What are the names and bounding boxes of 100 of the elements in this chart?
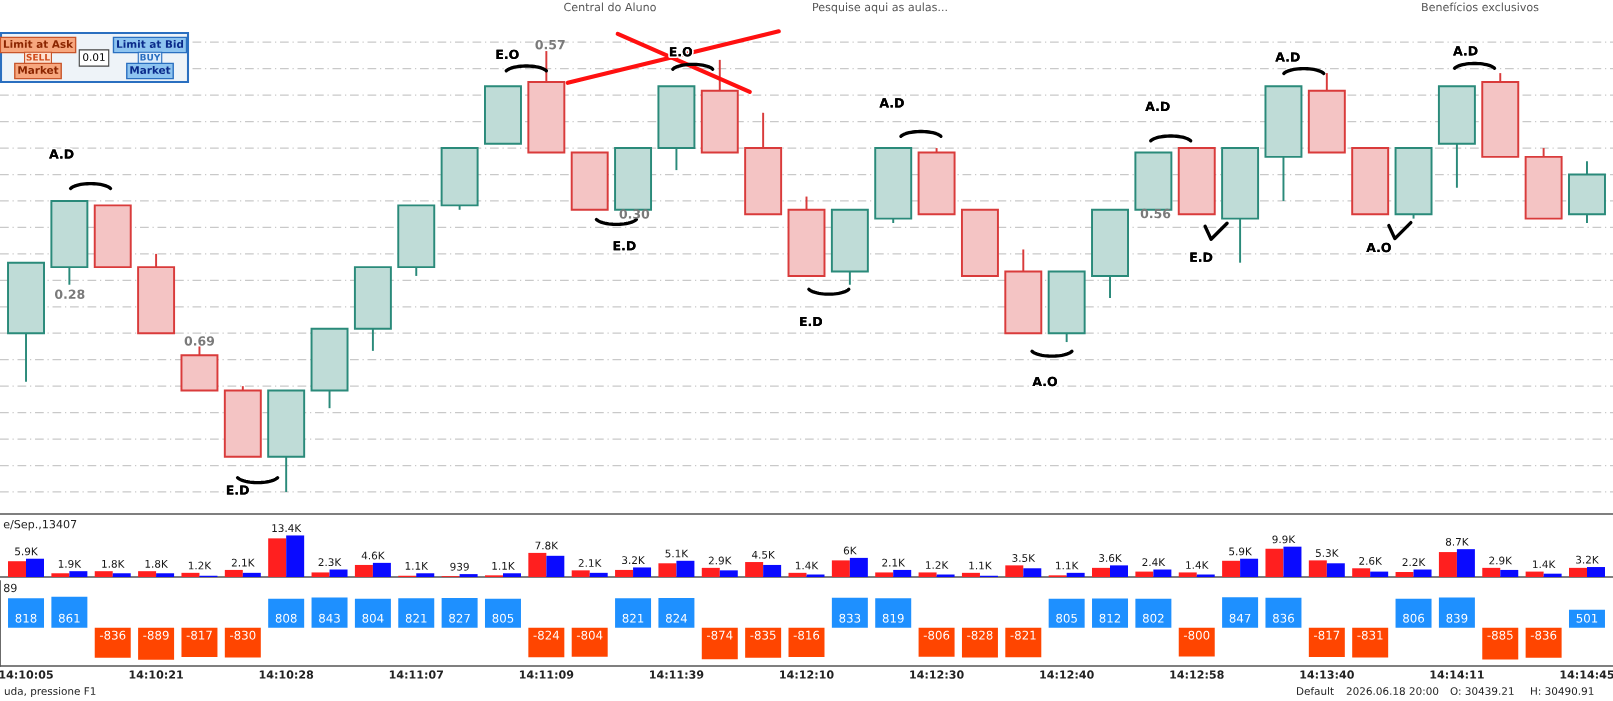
bar <box>961 572 980 577</box>
annotation: Market <box>130 65 171 75</box>
bar <box>69 571 88 577</box>
annotation: A.O <box>1032 376 1057 387</box>
annotation: 0.01 <box>83 53 105 62</box>
bar <box>26 558 45 577</box>
bar <box>1110 565 1129 577</box>
bar <box>893 569 912 577</box>
bar <box>94 627 131 658</box>
annotation: 0.56 <box>1140 208 1171 219</box>
bar <box>354 598 391 628</box>
bar <box>1283 546 1302 577</box>
bar <box>1048 598 1085 628</box>
text: Benefícios exclusivos <box>1422 2 1539 12</box>
annotation: Market <box>18 65 59 75</box>
x-tick-label: 14:12:10 <box>780 670 834 679</box>
bar <box>1265 548 1284 577</box>
x-tick-label: 14:11:09 <box>519 670 574 679</box>
data-label: -836 <box>1530 630 1557 640</box>
annotation: 2.3K <box>318 558 342 567</box>
bar <box>224 627 261 658</box>
bar <box>1438 597 1475 628</box>
bar <box>1482 627 1519 660</box>
annotation: 1.4K <box>1533 560 1556 569</box>
chart-title: e/Sep.,13407 <box>3 519 77 531</box>
bar <box>1326 563 1345 577</box>
annotation: 2.9K <box>708 556 732 565</box>
text: Default <box>1297 686 1334 696</box>
bar <box>701 567 720 577</box>
data-label: 861 <box>58 613 80 623</box>
text: Limit at Ask <box>3 39 74 49</box>
x-tick-label: 14:10:05 <box>0 670 53 679</box>
annotation: A.D <box>1453 46 1478 56</box>
text: uda, pressione F1 <box>4 686 96 698</box>
bar <box>156 573 175 577</box>
annotation: E.D <box>613 241 636 251</box>
annotation: 5.1K <box>665 549 689 558</box>
annotation: E.D <box>1190 252 1213 262</box>
annotation: 939 <box>450 562 469 571</box>
annotation: 1.8K <box>145 559 169 568</box>
bar <box>1066 572 1085 577</box>
bar <box>181 572 200 577</box>
bar <box>354 564 373 577</box>
annotation: A.O <box>1366 242 1391 253</box>
bar <box>1568 609 1605 628</box>
annotation: 1.9K <box>58 559 82 568</box>
bar <box>1352 568 1371 577</box>
bar <box>1568 567 1587 577</box>
bar <box>51 596 88 628</box>
data-label: 804 <box>362 613 384 623</box>
annotation: 1.8K <box>102 559 125 568</box>
annotation: 1.1K <box>969 561 992 570</box>
bar <box>831 597 868 628</box>
bar <box>268 598 305 628</box>
bar <box>242 572 261 577</box>
x-tick-label: 14:12:58 <box>1170 670 1224 679</box>
bar <box>745 562 764 577</box>
x-tick-label: 14:12:30 <box>910 670 964 679</box>
annotation: 4.6K <box>361 551 385 560</box>
annotation: 2.4K <box>1142 558 1166 566</box>
bar <box>8 561 27 577</box>
annotation: 2.1K <box>578 559 602 567</box>
bar <box>658 563 677 577</box>
bar <box>658 598 695 628</box>
text: 13.4K <box>272 524 302 533</box>
bar <box>484 598 521 628</box>
bar <box>1482 567 1501 577</box>
text: 0.57 <box>535 39 565 50</box>
bar <box>831 560 850 577</box>
bar <box>528 552 547 577</box>
bar <box>459 574 478 577</box>
bar <box>1005 627 1042 658</box>
annotation: BUY <box>140 53 161 61</box>
annotation: 1.1K <box>492 562 515 570</box>
x-tick-label: 14:11:07 <box>389 670 444 679</box>
bar <box>441 597 478 628</box>
annotation: 1.2K <box>926 561 949 569</box>
data-label: -816 <box>793 630 820 640</box>
annotation: 2.9K <box>1489 556 1513 565</box>
annotation: 0.28 <box>54 289 85 299</box>
bar <box>112 573 131 577</box>
data-label: -831 <box>1357 630 1383 640</box>
data-label: -824 <box>533 630 560 640</box>
x-tick-label: 14:14:11 <box>1430 670 1484 679</box>
bar <box>719 570 738 577</box>
bar <box>1240 558 1259 577</box>
x-tick-label: 14:10:28 <box>259 670 314 679</box>
bar <box>961 627 998 658</box>
data-label: 802 <box>1142 613 1164 623</box>
annotation: 3.2K <box>1576 555 1599 564</box>
bar <box>1178 572 1197 577</box>
bar <box>875 572 894 577</box>
bar <box>329 569 348 577</box>
bar <box>745 627 782 658</box>
bar <box>311 572 330 577</box>
bar <box>1178 627 1215 657</box>
data-label: 806 <box>1403 613 1425 623</box>
data-label: -889 <box>143 630 169 640</box>
annotation: A.D <box>49 149 74 159</box>
annotation: E.O <box>496 49 519 60</box>
